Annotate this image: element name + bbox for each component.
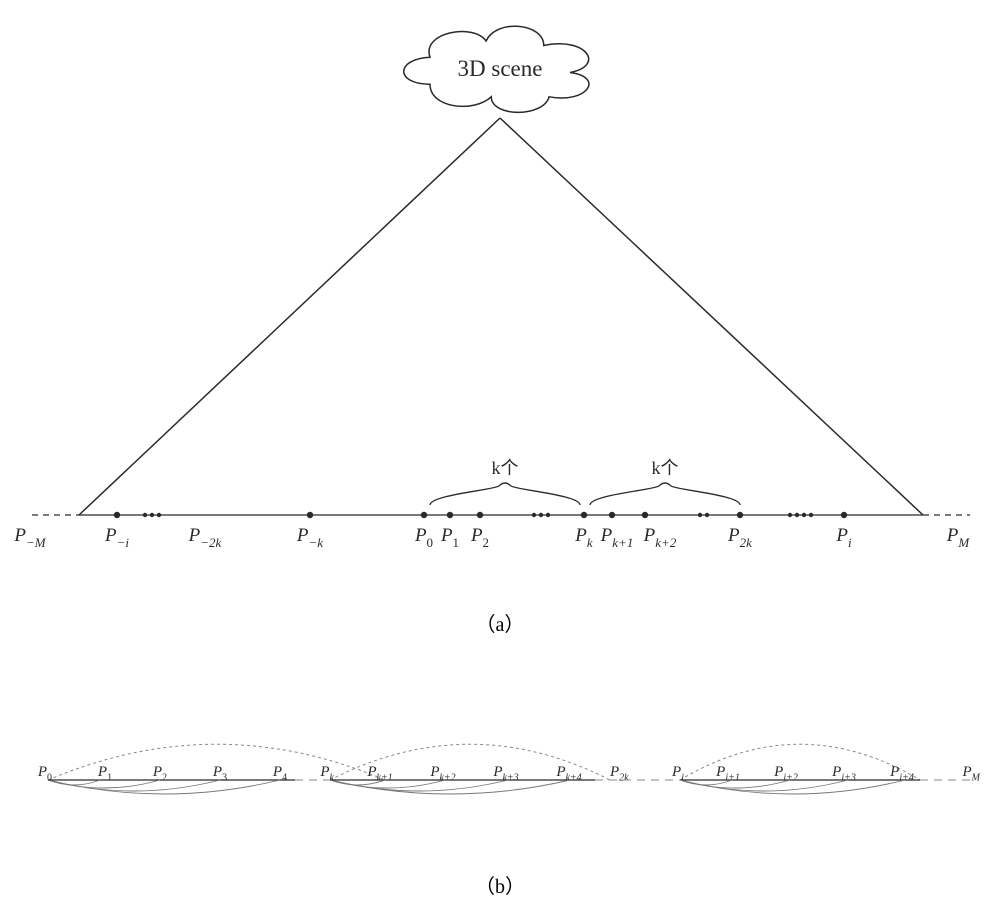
svg-text:PM: PM bbox=[961, 764, 980, 784]
axis-point bbox=[421, 512, 427, 518]
svg-text:P−k: P−k bbox=[296, 525, 323, 550]
axis-point bbox=[841, 512, 847, 518]
ray-right bbox=[500, 118, 923, 515]
axis-point bbox=[609, 512, 615, 518]
axis-ellipsis-dot bbox=[143, 513, 147, 517]
svg-text:P2: P2 bbox=[470, 525, 489, 550]
axis-ellipsis-dot bbox=[802, 513, 806, 517]
svg-text:P−i: P−i bbox=[104, 525, 129, 550]
axis-ellipsis-dot bbox=[795, 513, 799, 517]
caption-b: （b） bbox=[0, 870, 1000, 899]
axis-ellipsis-dot bbox=[809, 513, 813, 517]
axis-ellipsis-dot bbox=[788, 513, 792, 517]
svg-text:P−M: P−M bbox=[13, 525, 46, 550]
brace-label: k个 bbox=[652, 458, 679, 478]
svg-text:Pk+1: Pk+1 bbox=[600, 525, 634, 550]
axis-ellipsis-dot bbox=[532, 513, 536, 517]
axis-point bbox=[642, 512, 648, 518]
svg-text:Pk: Pk bbox=[319, 764, 334, 784]
brace bbox=[430, 483, 580, 505]
svg-text:Pk+2: Pk+2 bbox=[643, 525, 677, 550]
svg-text:Pk: Pk bbox=[574, 525, 593, 550]
axis-point bbox=[114, 512, 120, 518]
axis-ellipsis-dot bbox=[539, 513, 543, 517]
svg-text:P2k: P2k bbox=[727, 525, 752, 550]
axis-ellipsis-dot bbox=[546, 513, 550, 517]
diagram-svg: 3D scene P−M P−i P−2k P−k P0 P1 P2 Pk Pk+1 Pk+2 P2k… bbox=[0, 0, 1000, 908]
svg-text:Pi: Pi bbox=[671, 764, 684, 784]
axis-point bbox=[447, 512, 453, 518]
svg-text:P0: P0 bbox=[414, 525, 433, 550]
brace-label: k个 bbox=[492, 458, 519, 478]
axis-ellipsis-dot bbox=[150, 513, 154, 517]
svg-text:P2k: P2k bbox=[609, 764, 629, 784]
caption-a: （a） bbox=[0, 608, 1000, 637]
cloud-label: 3D scene bbox=[458, 56, 543, 81]
axis-point bbox=[477, 512, 483, 518]
axis-ellipsis-dot bbox=[157, 513, 161, 517]
svg-text:PM: PM bbox=[946, 525, 971, 550]
svg-text:P0: P0 bbox=[37, 764, 52, 784]
axis-ellipsis-dot bbox=[698, 513, 702, 517]
svg-text:P1: P1 bbox=[440, 525, 459, 550]
axis-point bbox=[581, 512, 587, 518]
svg-text:Pi: Pi bbox=[835, 525, 852, 550]
axis-ellipsis-dot bbox=[705, 513, 709, 517]
brace bbox=[590, 483, 740, 505]
axis-point bbox=[307, 512, 313, 518]
ray-left bbox=[79, 118, 500, 515]
svg-text:P−2k: P−2k bbox=[188, 525, 222, 550]
axis-point bbox=[737, 512, 743, 518]
